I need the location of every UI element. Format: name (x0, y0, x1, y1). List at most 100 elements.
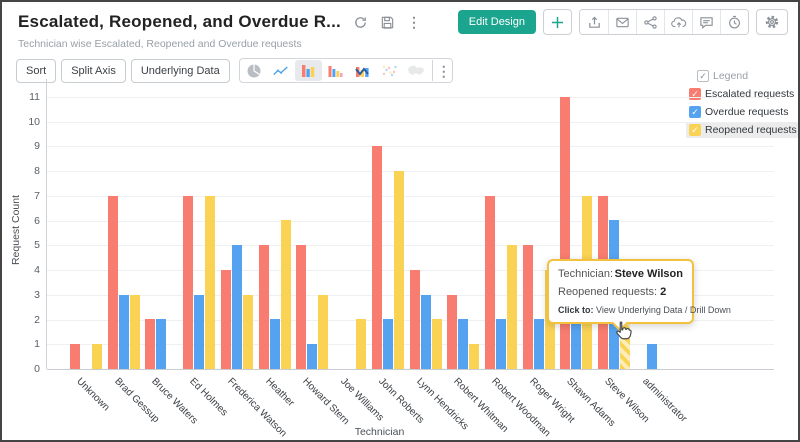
gridline (47, 121, 774, 123)
bar-reopened-requests[interactable] (356, 319, 366, 369)
bar-overdue-requests[interactable] (496, 319, 506, 369)
y-tick-label: 11 (29, 90, 40, 103)
bar-escalated-requests[interactable] (410, 270, 420, 369)
legend-item-label: Overdue requests (705, 106, 789, 118)
gridline (47, 245, 774, 247)
gridline (47, 146, 774, 148)
sort-button[interactable]: Sort (16, 58, 57, 83)
tooltip-metric-row: Reopened requests: 2 (558, 286, 683, 298)
y-tick-label: 5 (34, 239, 40, 252)
export-icon[interactable] (580, 10, 608, 34)
bar-overdue-requests[interactable] (232, 245, 242, 369)
mail-icon[interactable] (608, 10, 636, 34)
bar-escalated-requests[interactable] (523, 245, 533, 369)
bar-overdue-requests[interactable] (119, 295, 129, 369)
tooltip-value: 2 (660, 286, 667, 298)
gridline (47, 195, 774, 197)
bar-escalated-requests[interactable] (108, 196, 118, 369)
bar-escalated-requests[interactable] (145, 319, 155, 369)
pie-chart-icon[interactable] (241, 60, 268, 81)
split-axis-button[interactable]: Split Axis (61, 58, 126, 83)
tooltip-label: Reopened requests: (558, 286, 658, 298)
kebab-menu-icon[interactable]: ⋮ (406, 14, 421, 30)
bar-reopened-requests[interactable] (432, 319, 442, 369)
y-tick-label: 8 (34, 165, 40, 177)
bar-chart-icon[interactable] (294, 60, 322, 81)
bar-escalated-requests[interactable] (372, 146, 382, 369)
bar-overdue-requests[interactable] (194, 295, 204, 369)
legend-title: Legend (713, 70, 749, 82)
y-tick-label: 1 (34, 338, 40, 351)
bar-reopened-requests[interactable] (130, 295, 140, 369)
title-row: Escalated, Reopened, and Overdue R... ⋮ … (18, 9, 788, 35)
gridline (47, 171, 774, 172)
y-tick-label: 3 (34, 288, 40, 301)
bar-escalated-requests[interactable] (447, 295, 457, 369)
bar-escalated-requests[interactable] (296, 245, 306, 369)
bar-overdue-requests[interactable] (571, 319, 581, 369)
line-chart-icon[interactable] (268, 60, 295, 81)
bar-escalated-requests[interactable] (485, 196, 495, 369)
tooltip-value: Steve Wilson (614, 268, 683, 280)
share-icon[interactable] (636, 10, 664, 34)
cloud-upload-icon[interactable] (664, 10, 692, 34)
bar-reopened-requests[interactable] (281, 220, 291, 369)
x-axis-title: Technician (354, 426, 405, 438)
gear-icon[interactable] (756, 9, 788, 35)
bar-overdue-requests[interactable] (534, 319, 544, 369)
bar-overdue-requests[interactable] (421, 295, 431, 369)
x-category-label: Unknown (74, 376, 112, 414)
page-title: Escalated, Reopened, and Overdue R... (18, 12, 341, 31)
chart-tooltip: Technician: Steve Wilson Reopened reques… (547, 259, 731, 332)
comment-icon[interactable] (692, 10, 720, 34)
refresh-icon[interactable] (353, 15, 368, 30)
bar-chart-alt-icon[interactable] (322, 60, 349, 81)
reopened-checkbox-icon: ✓ (689, 124, 701, 136)
legend-item-escalated[interactable]: ✓ Escalated requests (686, 86, 798, 102)
bar-reopened-requests[interactable] (92, 344, 102, 369)
report-header: Escalated, Reopened, and Overdue R... ⋮ … (2, 2, 798, 50)
legend-item-reopened[interactable]: ✓ Reopened requests (686, 122, 798, 138)
tooltip-click-label: Click to: (558, 305, 594, 315)
combo-chart-icon[interactable] (349, 60, 376, 81)
bar-escalated-requests[interactable] (221, 270, 231, 369)
tooltip-label: Technician: (558, 268, 614, 280)
edit-design-button[interactable]: Edit Design (457, 10, 536, 34)
tooltip-click-hint[interactable]: Click to: View Underlying Data / Drill D… (558, 305, 731, 315)
add-button[interactable] (543, 9, 572, 35)
bar-overdue-requests[interactable] (307, 344, 317, 369)
alarm-icon[interactable] (720, 10, 748, 34)
legend-toggle[interactable]: ✓ Legend (697, 70, 798, 82)
x-category-label: Heather (263, 376, 297, 409)
bar-escalated-requests[interactable] (70, 344, 80, 369)
scatter-chart-icon[interactable] (376, 60, 403, 81)
map-chart-icon[interactable] (403, 60, 430, 81)
bar-escalated-requests[interactable] (560, 97, 570, 369)
bar-overdue-requests[interactable] (458, 319, 468, 369)
report-subtitle: Technician wise Escalated, Reopened and … (18, 38, 302, 50)
bar-reopened-requests[interactable] (394, 171, 404, 369)
legend-item-overdue[interactable]: ✓ Overdue requests (686, 104, 798, 120)
bar-reopened-requests[interactable] (469, 344, 479, 369)
bar-escalated-requests[interactable] (259, 245, 269, 369)
bar-overdue-requests[interactable] (156, 319, 166, 369)
bar-overdue-requests[interactable] (270, 319, 280, 369)
tooltip-technician-row: Technician: Steve Wilson (558, 268, 683, 280)
bar-reopened-requests[interactable] (318, 295, 328, 369)
bar-overdue-requests[interactable] (383, 319, 393, 369)
y-tick-label: 0 (34, 363, 40, 375)
save-icon[interactable] (380, 15, 395, 30)
bar-reopened-requests[interactable] (507, 245, 517, 369)
bar-reopened-requests[interactable] (205, 196, 215, 369)
tooltip-drilldown-link[interactable]: View Underlying Data / Drill Down (596, 305, 731, 315)
chart-options-kebab-icon[interactable]: ⋮ (431, 60, 451, 81)
bar-reopened-requests[interactable] (620, 319, 630, 369)
add-icon (551, 16, 564, 28)
y-tick-label: 4 (34, 264, 40, 276)
bar-escalated-requests[interactable] (183, 196, 193, 369)
underlying-data-button[interactable]: Underlying Data (130, 58, 230, 83)
bar-overdue-requests[interactable] (647, 344, 657, 369)
bar-reopened-requests[interactable] (243, 295, 253, 369)
